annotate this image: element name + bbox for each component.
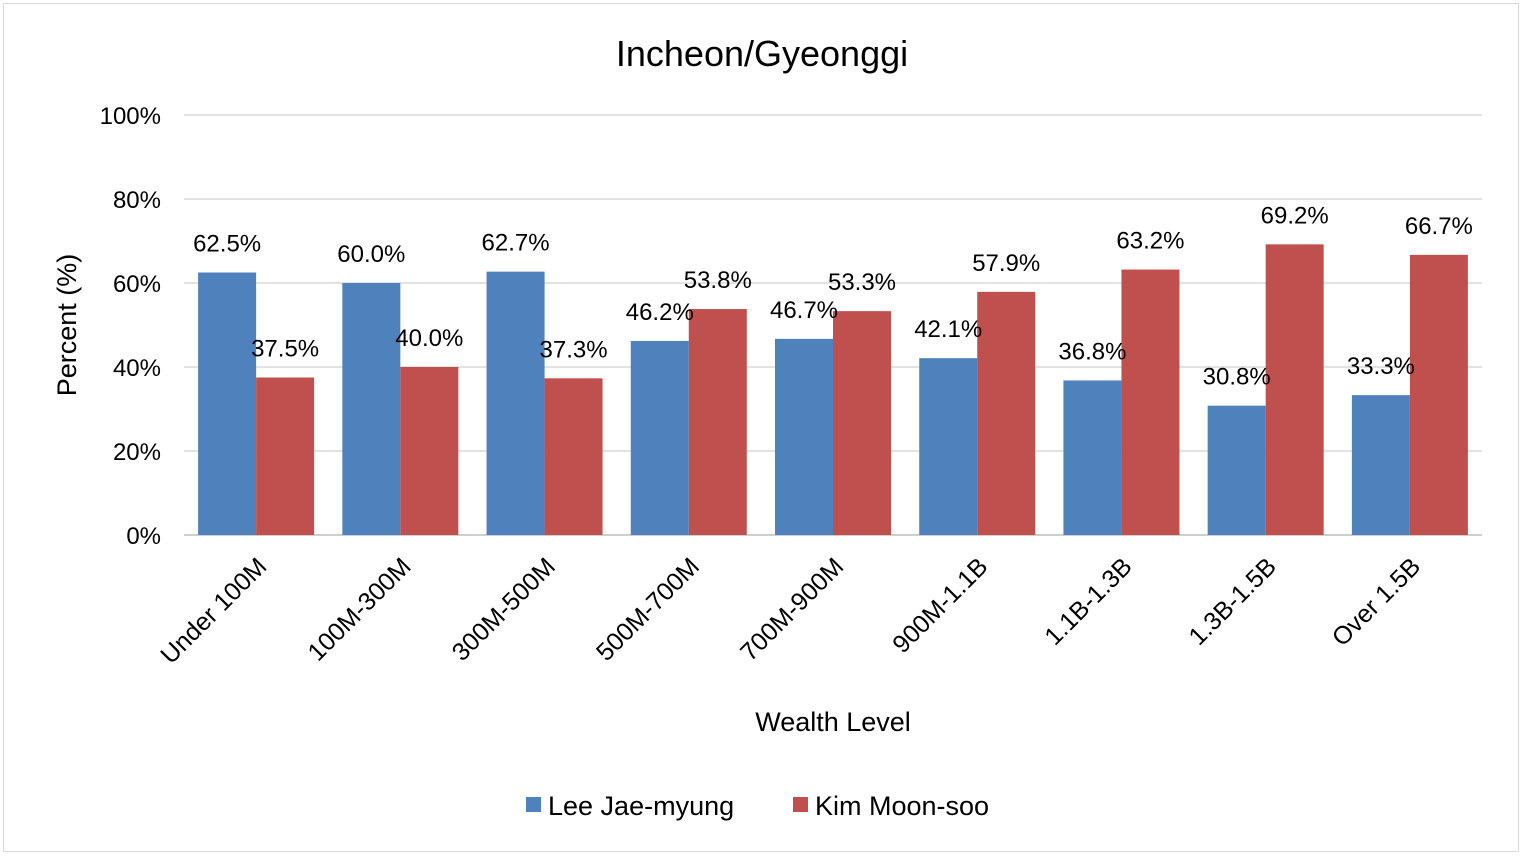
- y-tick-label: 20%: [113, 439, 161, 466]
- data-label: 53.3%: [828, 269, 896, 296]
- x-category-label: 500M-700M: [591, 552, 705, 666]
- bar-lee: [486, 271, 545, 535]
- y-axis-title: Percent (%): [52, 254, 82, 397]
- bar-kim: [544, 378, 603, 535]
- data-label: 57.9%: [972, 250, 1040, 277]
- y-tick-label: 100%: [100, 103, 161, 130]
- data-label: 62.7%: [482, 230, 550, 257]
- data-label: 63.2%: [1116, 228, 1184, 255]
- legend: Lee Jae-myung Kim Moon-soo: [526, 791, 989, 821]
- y-tick-label: 60%: [113, 271, 161, 298]
- data-label: 53.8%: [684, 267, 752, 294]
- x-category-label: 300M-500M: [447, 552, 561, 666]
- data-label: 33.3%: [1347, 353, 1415, 380]
- bar-lee: [630, 340, 689, 535]
- bars: [198, 244, 1468, 536]
- bar-lee: [1207, 405, 1266, 535]
- x-category-label: 700M-900M: [735, 552, 849, 666]
- bar-kim: [977, 291, 1036, 535]
- bar-lee: [198, 272, 257, 535]
- legend-swatch: [526, 797, 541, 812]
- data-label: 69.2%: [1261, 202, 1329, 229]
- data-label: 36.8%: [1058, 338, 1126, 365]
- bar-kim: [256, 377, 315, 535]
- data-label: 42.1%: [914, 316, 982, 343]
- legend-label: Lee Jae-myung: [548, 791, 734, 821]
- legend-swatch: [793, 797, 808, 812]
- x-axis-categories: Under 100M 100M-300M 300M-500M 500M-700M 700…: [155, 552, 1426, 669]
- bar-kim: [1265, 244, 1324, 536]
- chart-title: Incheon/Gyeonggi: [616, 33, 908, 74]
- data-label: 37.5%: [251, 336, 319, 363]
- data-label: 37.3%: [540, 336, 608, 363]
- y-axis-ticks: 0% 20% 40% 60% 80% 100%: [100, 103, 161, 550]
- legend-label: Kim Moon-soo: [815, 791, 989, 821]
- bar-kim: [1121, 269, 1180, 535]
- x-category-label: 100M-300M: [302, 552, 416, 666]
- data-label: 46.2%: [626, 299, 694, 326]
- bar-kim: [1409, 254, 1468, 536]
- y-tick-label: 0%: [126, 523, 161, 550]
- x-category-label: 1.3B-1.5B: [1183, 552, 1281, 650]
- data-label: 62.5%: [193, 231, 261, 258]
- bar-lee: [1351, 395, 1410, 535]
- bar-kim: [833, 311, 891, 535]
- y-tick-label: 80%: [113, 187, 161, 214]
- bar-kim: [400, 367, 459, 535]
- bar-kim: [688, 309, 747, 535]
- data-labels: 62.5% 37.5% 60.0% 40.0% 62.7% 37.3% 46.2% 53.8%…: [193, 202, 1473, 390]
- x-axis-title: Wealth Level: [755, 707, 911, 737]
- data-label: 46.7%: [770, 297, 838, 324]
- bar-lee: [775, 338, 833, 535]
- bar-lee: [919, 358, 978, 535]
- data-label: 30.8%: [1203, 364, 1271, 391]
- x-category-label: 900M-1.1B: [887, 552, 993, 658]
- bar-lee: [342, 283, 401, 535]
- data-label: 40.0%: [395, 325, 463, 352]
- y-tick-label: 40%: [113, 355, 161, 382]
- data-label: 60.0%: [337, 241, 405, 268]
- x-category-label: 1.1B-1.3B: [1039, 552, 1137, 650]
- bar-lee: [1063, 380, 1122, 535]
- data-label: 66.7%: [1405, 213, 1473, 240]
- x-category-label: Under 100M: [155, 552, 272, 669]
- x-category-label: Over 1.5B: [1327, 552, 1426, 651]
